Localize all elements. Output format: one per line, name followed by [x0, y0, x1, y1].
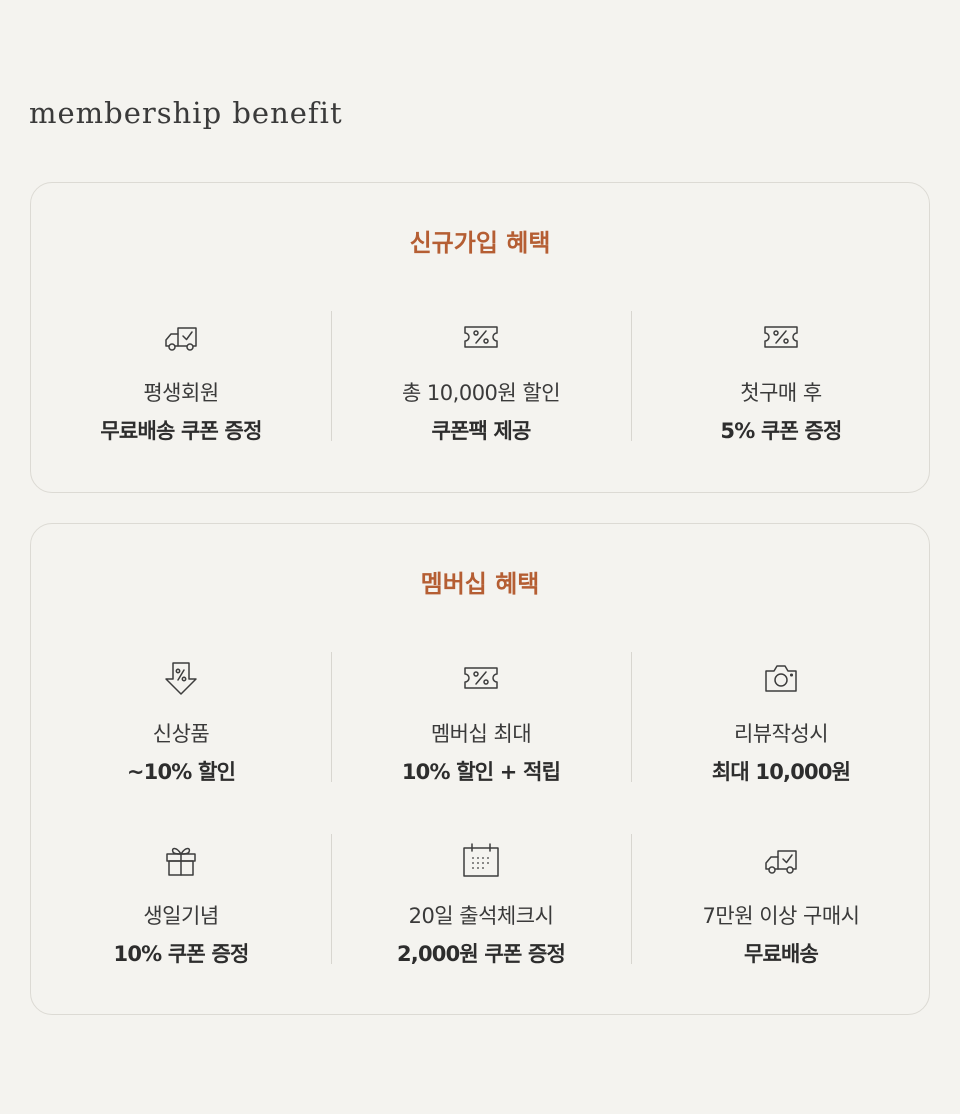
benefit-line2: 쿠폰팩 제공 — [431, 419, 531, 443]
membership-benefit-card: 멤버십 혜택 신상품 ~10% 할인 — [30, 523, 930, 1015]
benefit-coupon-pack: 총 10,000원 할인 쿠폰팩 제공 — [331, 311, 631, 443]
percent-ticket-icon — [761, 319, 801, 355]
benefit-first-purchase-coupon: 첫구매 후 5% 쿠폰 증정 — [631, 311, 931, 443]
benefit-new-product-discount: 신상품 ~10% 할인 — [31, 652, 331, 784]
benefit-line2: 무료배송 — [743, 942, 819, 966]
benefit-line2: 최대 10,000원 — [711, 760, 851, 784]
benefit-line1: 생일기념 — [143, 904, 219, 928]
benefit-line2: 10% 할인 + 적립 — [401, 760, 561, 784]
delivery-truck-icon — [161, 319, 201, 355]
benefit-line1: 총 10,000원 할인 — [401, 381, 561, 405]
benefit-line1: 신상품 — [152, 722, 210, 746]
page-heading: membership benefit — [29, 96, 343, 130]
percent-ticket-icon — [461, 319, 501, 355]
benefit-line2: 10% 쿠폰 증정 — [113, 942, 250, 966]
benefit-line2: 2,000원 쿠폰 증정 — [396, 942, 566, 966]
benefit-free-shipping-coupon: 평생회원 무료배송 쿠폰 증정 — [31, 311, 331, 443]
benefit-line2: ~10% 할인 — [126, 760, 236, 784]
benefit-line1: 20일 출석체크시 — [408, 904, 554, 928]
percent-ticket-icon — [461, 660, 501, 696]
benefit-free-shipping: 7만원 이상 구매시 무료배송 — [631, 834, 931, 966]
camera-icon — [761, 660, 801, 696]
signup-benefit-card: 신규가입 혜택 평생회원 무료배송 쿠폰 증정 — [30, 182, 930, 493]
benefit-membership-discount: 멤버십 최대 10% 할인 + 적립 — [331, 652, 631, 784]
calendar-icon — [461, 842, 501, 878]
benefit-line1: 7만원 이상 구매시 — [702, 904, 860, 928]
delivery-truck-icon — [761, 842, 801, 878]
benefit-attendance-coupon: 20일 출석체크시 2,000원 쿠폰 증정 — [331, 834, 631, 966]
benefit-line1: 첫구매 후 — [740, 381, 822, 405]
benefit-line1: 리뷰작성시 — [733, 722, 829, 746]
gift-icon — [161, 842, 201, 878]
benefit-line1: 멤버십 최대 — [430, 722, 532, 746]
membership-benefit-title: 멤버십 혜택 — [406, 568, 554, 602]
benefit-line2: 무료배송 쿠폰 증정 — [100, 419, 262, 443]
benefit-line1: 평생회원 — [143, 381, 219, 405]
percent-tag-down-icon — [161, 660, 201, 696]
signup-benefit-title: 신규가입 혜택 — [395, 227, 565, 261]
benefit-birthday-coupon: 생일기념 10% 쿠폰 증정 — [31, 834, 331, 966]
benefit-review-reward: 리뷰작성시 최대 10,000원 — [631, 652, 931, 784]
benefit-line2: 5% 쿠폰 증정 — [720, 419, 842, 443]
